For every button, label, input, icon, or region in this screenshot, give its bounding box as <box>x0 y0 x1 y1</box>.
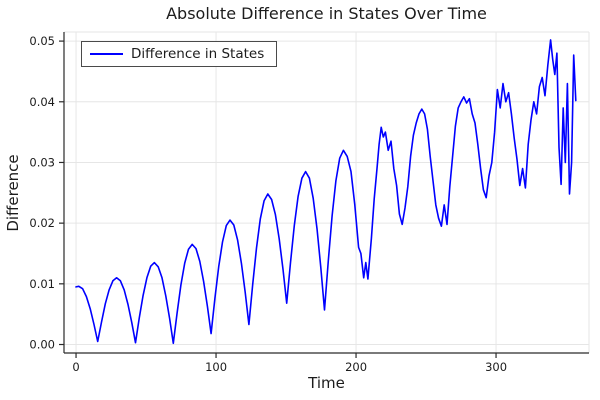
series-line <box>75 39 577 345</box>
legend-line-swatch <box>90 53 123 55</box>
legend-label: Difference in States <box>131 46 265 62</box>
x-tick-label: 0 <box>72 360 79 374</box>
x-tick-label: 300 <box>485 360 507 374</box>
y-tick-label: 0.01 <box>29 277 55 291</box>
plot-title: Absolute Difference in States Over Time <box>166 4 487 23</box>
legend: Difference in States <box>81 41 278 67</box>
y-tick-label: 0.05 <box>29 34 55 48</box>
y-tick-label: 0.04 <box>29 95 55 109</box>
y-tick-label: 0.03 <box>29 155 55 169</box>
x-tick-label: 100 <box>205 360 227 374</box>
y-tick-label: 0.02 <box>29 216 55 230</box>
y-tick-label: 0.00 <box>29 338 55 352</box>
x-axis-label: Time <box>308 374 345 392</box>
y-axis-label: Difference <box>4 154 22 232</box>
x-tick-label: 200 <box>345 360 367 374</box>
